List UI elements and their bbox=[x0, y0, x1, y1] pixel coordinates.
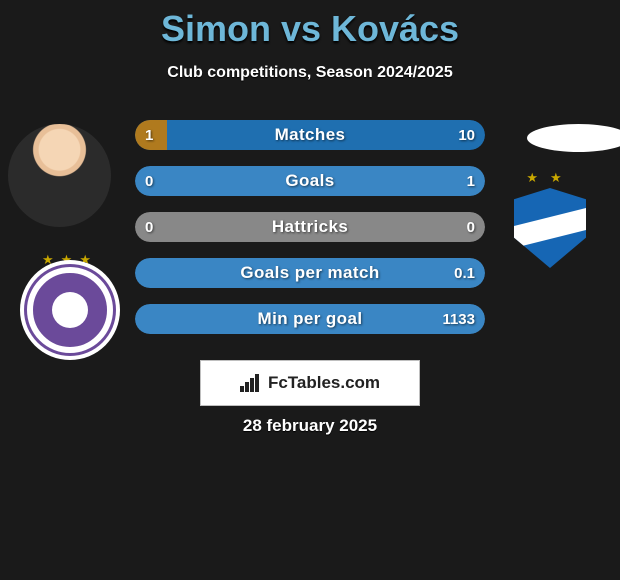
club-right-badge bbox=[500, 178, 600, 278]
stat-label: Goals bbox=[135, 166, 485, 196]
player-left-avatar bbox=[8, 124, 111, 227]
stat-label: Matches bbox=[135, 120, 485, 150]
stat-value-right: 10 bbox=[458, 120, 475, 150]
stat-row-min-per-goal: Min per goal1133 bbox=[135, 304, 485, 334]
stat-value-right: 1 bbox=[467, 166, 475, 196]
stat-value-right: 1133 bbox=[442, 304, 475, 334]
page-subtitle: Club competitions, Season 2024/2025 bbox=[0, 64, 620, 82]
stat-label: Goals per match bbox=[135, 258, 485, 288]
stat-row-matches: 1Matches10 bbox=[135, 120, 485, 150]
stat-label: Min per goal bbox=[135, 304, 485, 334]
club-left-badge bbox=[20, 260, 120, 360]
player-right-avatar bbox=[527, 124, 620, 152]
stat-row-goals: 0Goals1 bbox=[135, 166, 485, 196]
stat-row-goals-per-match: Goals per match0.1 bbox=[135, 258, 485, 288]
fctables-badge[interactable]: FcTables.com bbox=[200, 360, 420, 406]
stat-value-right: 0 bbox=[467, 212, 475, 242]
stat-value-right: 0.1 bbox=[454, 258, 475, 288]
bar-chart-icon bbox=[240, 374, 262, 392]
page-title: Simon vs Kovács bbox=[0, 0, 620, 50]
stat-row-hattricks: 0Hattricks0 bbox=[135, 212, 485, 242]
fctables-text: FcTables.com bbox=[268, 373, 380, 393]
stat-label: Hattricks bbox=[135, 212, 485, 242]
stats-bars: 1Matches100Goals10Hattricks0Goals per ma… bbox=[135, 120, 485, 350]
date-label: 28 february 2025 bbox=[0, 416, 620, 436]
